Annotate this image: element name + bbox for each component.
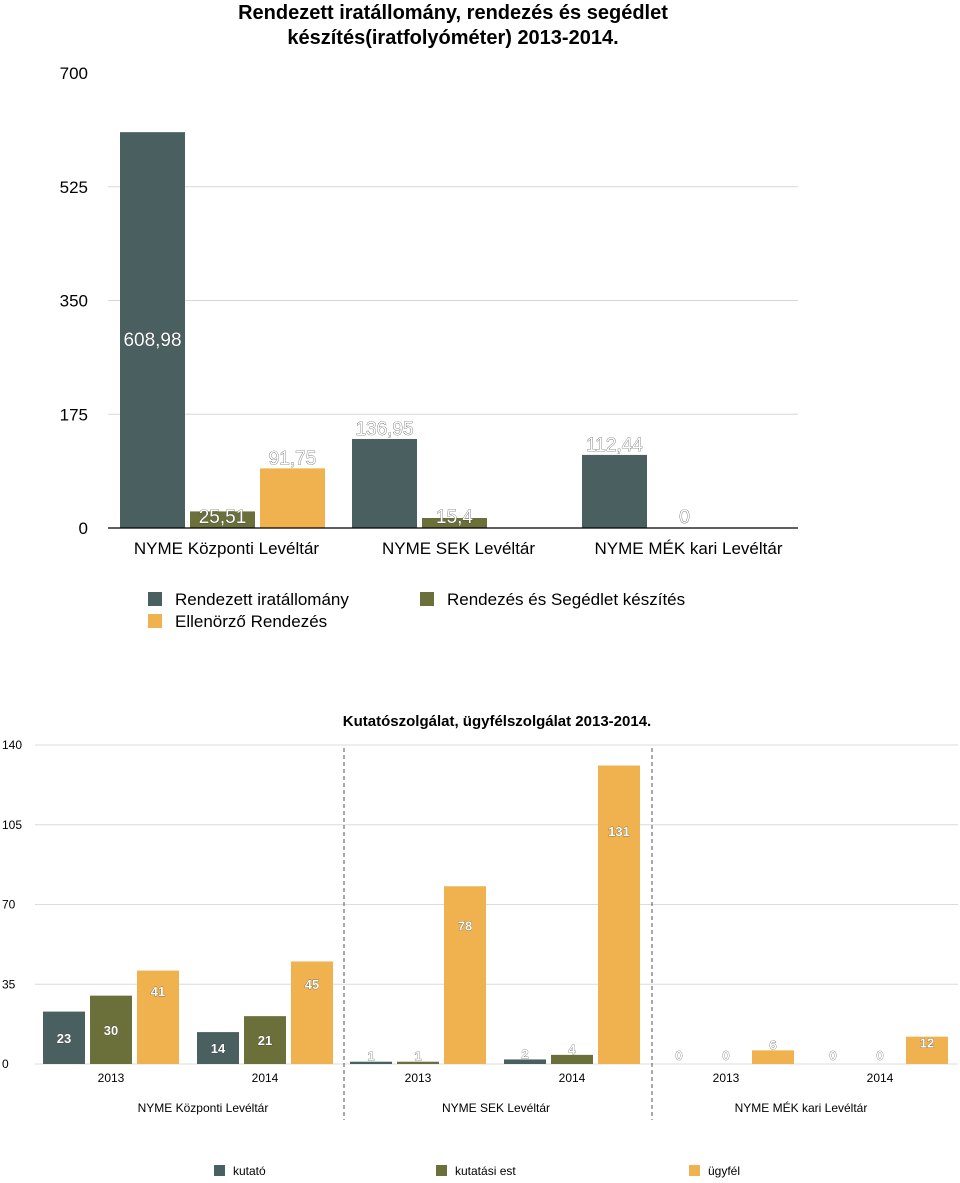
chart2-data-label: 0 xyxy=(675,1048,682,1063)
chart1-title-line1: Rendezett iratállomány, rendezés és segé… xyxy=(238,2,668,24)
chart2-bar xyxy=(397,1061,439,1064)
chart1-data-label: 91,75 xyxy=(269,448,317,469)
chart2-bar xyxy=(752,1050,794,1064)
chart1-data-label: 0 xyxy=(679,507,690,528)
chart1-category-label: NYME MÉK kari Levéltár xyxy=(595,539,783,558)
chart1-gridlines xyxy=(108,186,798,415)
chart2-bar xyxy=(350,1061,392,1064)
chart1-y-tick: 175 xyxy=(60,405,88,424)
chart2-y-tick: 0 xyxy=(2,1057,9,1071)
chart2-bar xyxy=(43,1011,85,1064)
chart2-y-tick: 105 xyxy=(2,818,22,832)
chart2-bar xyxy=(504,1059,546,1064)
chart2-data-label: 78 xyxy=(458,918,472,933)
chart2-bar xyxy=(291,961,333,1064)
chart2-legend-label: ügyfél xyxy=(708,1164,740,1178)
chart1-bar xyxy=(190,511,255,528)
chart1-legend: Rendezett iratállomány Rendezés és Segédl… xyxy=(148,590,685,631)
chart1-legend-swatch xyxy=(148,592,162,606)
chart2-legend-swatch xyxy=(436,1165,447,1176)
chart1-bars xyxy=(120,132,647,528)
chart2-year-label: 2013 xyxy=(405,1071,432,1085)
chart2-year-labels: 2013 2014 2013 2014 2013 2014 xyxy=(98,1071,894,1085)
chart2-bar xyxy=(90,995,132,1064)
chart2-data-label: 6 xyxy=(769,1037,776,1052)
chart2-data-label: 41 xyxy=(151,984,165,999)
chart1-data-labels: 608,98 25,51 91,75 136,95 15,4 112,44 0 xyxy=(123,330,690,529)
chart2-bar xyxy=(598,765,640,1064)
chart2-title: Kutatószolgálat, ügyfélszolgálat 2013-20… xyxy=(343,713,651,730)
chart2-data-label: 21 xyxy=(258,1033,272,1048)
chart2-bar xyxy=(137,970,179,1064)
chart1-y-tick: 700 xyxy=(60,64,88,83)
chart2-data-label: 2 xyxy=(521,1046,528,1061)
chart2-bar xyxy=(197,1032,239,1064)
chart1-bar xyxy=(120,132,185,528)
chart1-data-label: 608,98 xyxy=(123,330,181,351)
chart2-group-labels: NYME Központi Levéltár NYME SEK Levéltár N… xyxy=(138,1100,868,1115)
chart2-year-label: 2013 xyxy=(98,1071,125,1085)
chart2-group-separators xyxy=(343,748,653,1120)
chart1-category-label: NYME Központi Levéltár xyxy=(134,539,320,558)
chart1-bar xyxy=(582,454,647,528)
chart1-y-ticks: 0 175 350 525 700 xyxy=(60,64,88,538)
chart2-y-tick: 70 xyxy=(2,898,16,912)
chart2-gridlines xyxy=(35,744,958,1065)
chart2-data-label: 14 xyxy=(211,1041,226,1056)
chart1-categories: NYME Központi Levéltár NYME SEK Levéltár N… xyxy=(134,539,783,558)
chart2-data-label: 12 xyxy=(920,1036,934,1051)
chart1-bar xyxy=(352,438,417,528)
chart2-year-label: 2014 xyxy=(252,1071,279,1085)
chart1-legend-label: Rendezett iratállomány xyxy=(175,590,349,609)
chart2-data-label: 1 xyxy=(367,1049,374,1064)
chart2-group-label: NYME MÉK kari Levéltár xyxy=(735,1100,868,1115)
chart2-legend-swatch xyxy=(214,1165,225,1176)
chart2-legend-label: kutató xyxy=(233,1164,266,1178)
chart2-bar xyxy=(444,886,486,1064)
chart1-data-label: 112,44 xyxy=(586,435,643,456)
chart1-y-tick: 350 xyxy=(60,292,88,311)
chart2-bar xyxy=(244,1016,286,1064)
chart2-data-label: 0 xyxy=(829,1048,836,1063)
chart2-data-label: 23 xyxy=(57,1031,71,1046)
chart2-year-label: 2014 xyxy=(559,1071,586,1085)
chart1-bar xyxy=(422,517,487,528)
chart1-category-label: NYME SEK Levéltár xyxy=(382,539,535,558)
chart1-legend-label: Ellenörző Rendezés xyxy=(175,612,327,631)
chart2-group-label: NYME Központi Levéltár xyxy=(138,1101,269,1115)
chart2-legend: kutató kutatási est ügyfél xyxy=(214,1164,740,1178)
chart1-data-label: 25,51 xyxy=(199,507,247,528)
chart2-data-label: 0 xyxy=(722,1048,729,1063)
chart1-data-label: 15,4 xyxy=(436,507,473,528)
chart2-legend-label: kutatási est xyxy=(455,1164,516,1178)
chart1-y-tick: 525 xyxy=(60,178,88,197)
chart2-bar xyxy=(906,1036,948,1064)
chart1-legend-label: Rendezés és Segédlet készítés xyxy=(447,590,685,609)
chart2-bars xyxy=(43,765,948,1064)
chart2-y-ticks: 0 35 70 105 140 xyxy=(2,738,22,1071)
chart2-y-tick: 140 xyxy=(2,738,22,752)
chart1-legend-swatch xyxy=(420,592,434,606)
chart2-data-label: 4 xyxy=(568,1042,576,1057)
chart2-data-label: 30 xyxy=(104,1023,118,1038)
chart2-data-label: 131 xyxy=(608,824,630,839)
chart1-legend-swatch xyxy=(148,614,162,628)
chart1-y-tick: 0 xyxy=(79,519,88,538)
chart2-year-label: 2013 xyxy=(713,1071,740,1085)
chart2-legend-swatch xyxy=(689,1165,700,1176)
chart2-y-tick: 35 xyxy=(2,977,16,991)
chart2-data-labels: 23 30 41 14 21 45 1 1 78 2 4 131 0 0 6 0 0 12 xyxy=(57,824,935,1064)
chart1-title-line2: készítés(iratfolyóméter) 2013-2014. xyxy=(287,27,618,49)
chart2-data-label: 0 xyxy=(876,1048,883,1063)
chart2-bar xyxy=(551,1054,593,1064)
chart1-data-label: 136,95 xyxy=(355,419,413,440)
chart2-data-label: 45 xyxy=(305,977,319,992)
chart2-data-label: 1 xyxy=(414,1049,421,1064)
chart-raktar: Rendezett iratállomány, rendezés és segé… xyxy=(60,2,798,631)
chart2-year-label: 2014 xyxy=(867,1071,894,1085)
chart2-group-label: NYME SEK Levéltár xyxy=(442,1101,550,1115)
chart1-bar xyxy=(260,468,325,528)
